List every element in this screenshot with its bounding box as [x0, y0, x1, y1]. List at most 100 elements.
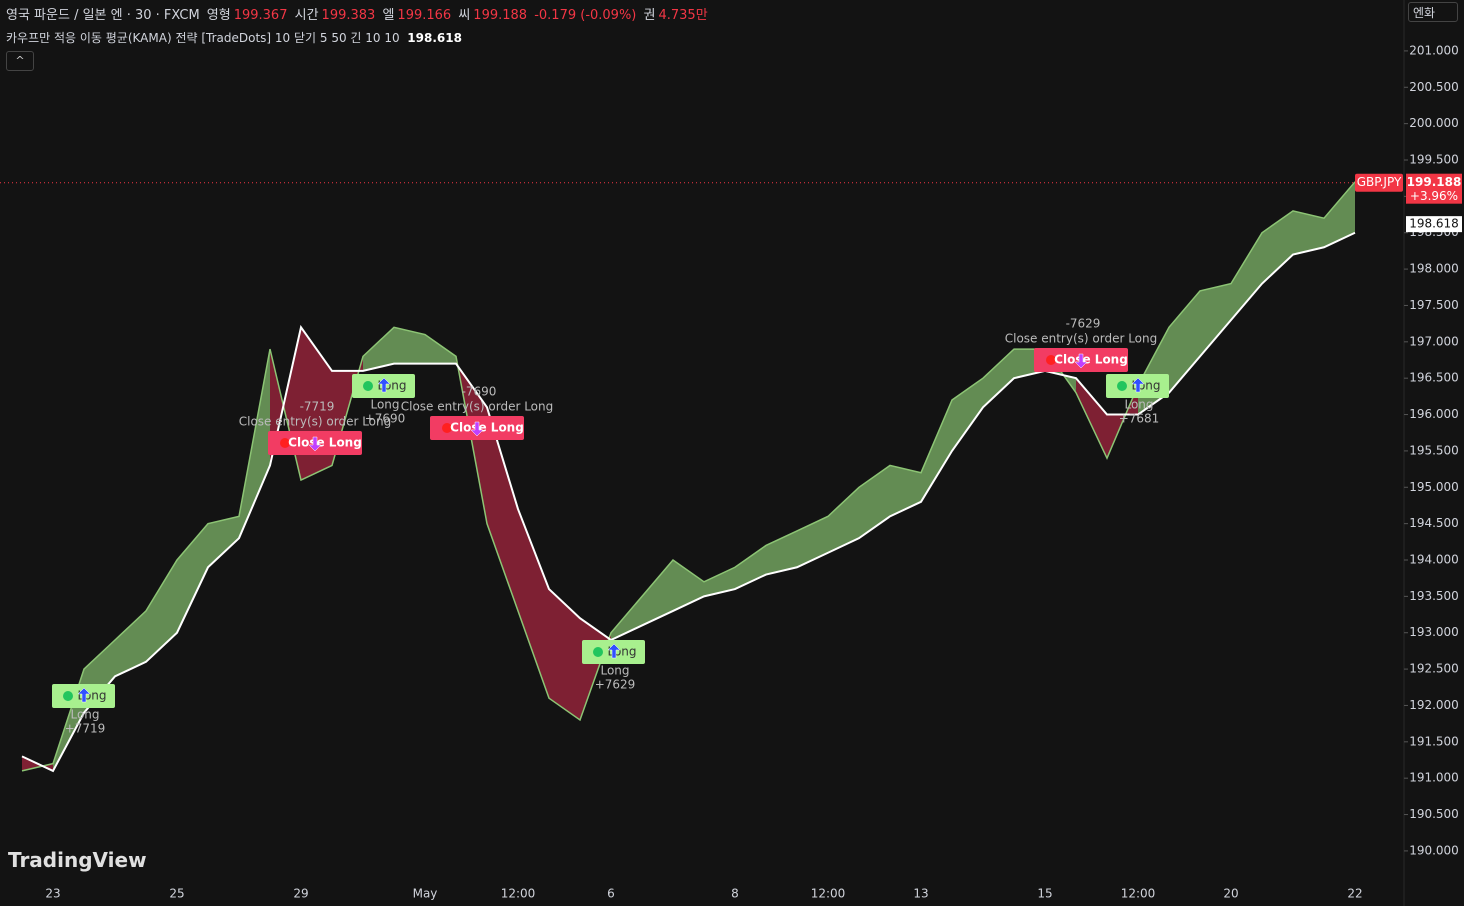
entry-profit: +7629 [595, 678, 636, 692]
entry-arrow [77, 687, 91, 703]
kama-fill [115, 610, 146, 677]
currency-button[interactable]: 엔화 [1408, 2, 1458, 22]
strategy-legend: 카우프만 적응 이동 평균(KAMA) 전략 [TradeDots] 10 닫기… [6, 29, 462, 46]
ohlc-label: 엘 [382, 8, 395, 23]
y-tick-label: 196.000 [1409, 407, 1459, 421]
y-tick-label: 194.000 [1409, 553, 1459, 567]
kama-fill [1200, 283, 1231, 357]
kama-fill [394, 327, 425, 364]
volume-label: 권 [643, 8, 656, 23]
kama-fill [1231, 232, 1262, 320]
price-line [21, 181, 1356, 772]
y-tick-label: 200.000 [1409, 116, 1459, 130]
collapse-button[interactable]: ^ [6, 51, 34, 71]
y-tick-label: 195.000 [1409, 480, 1459, 494]
kama-fill [642, 560, 673, 626]
entry-dot [363, 381, 373, 391]
kama-tag-value: 198.618 [1409, 217, 1459, 231]
volume: 4.735만 [658, 8, 708, 23]
kama-fill [425, 334, 456, 364]
y-tick-label: 191.000 [1409, 771, 1459, 785]
x-tick-label: 6 [607, 887, 615, 901]
entry-arrow [377, 377, 391, 393]
entry-text: Long [600, 664, 629, 678]
kama-fill [611, 596, 642, 640]
x-tick-label: 8 [731, 887, 739, 901]
entry-arrow [1131, 377, 1145, 393]
exit-profit: -7629 [1066, 317, 1101, 331]
exit-text: Close entry(s) order Long [1005, 332, 1158, 346]
y-tick-label: 194.500 [1409, 516, 1459, 530]
kama-fill [828, 487, 859, 553]
exit-profit: -7719 [300, 400, 335, 414]
kama-fill [208, 516, 239, 568]
entry-text: Long [1124, 398, 1153, 412]
y-tick-label: 190.000 [1409, 843, 1459, 857]
y-tick-label: 198.000 [1409, 262, 1459, 276]
x-tick-label: 29 [293, 887, 308, 901]
kama-fill [921, 400, 952, 502]
kama-fill [1324, 181, 1355, 248]
y-tick-label: 192.000 [1409, 698, 1459, 712]
exit-box-label: Close Long [1054, 353, 1128, 367]
kama-fill [952, 378, 983, 451]
entry-profit: +7681 [1119, 412, 1160, 426]
price-tag [1406, 173, 1462, 204]
kama-fill [549, 589, 580, 720]
kama-fill [673, 560, 704, 611]
entry-text: Long [70, 708, 99, 722]
y-tick-label: 201.000 [1409, 43, 1459, 57]
entry-dot [63, 691, 73, 701]
exit-text: Close entry(s) order Long [401, 400, 554, 414]
y-tick-label: 196.500 [1409, 371, 1459, 385]
strategy-name: 카우프만 적응 이동 평균(KAMA) 전략 [TradeDots] 10 닫기… [6, 31, 400, 45]
x-tick-label: 12:00 [501, 887, 536, 901]
y-tick-label: 197.000 [1409, 334, 1459, 348]
kama-line [21, 231, 1356, 773]
kama-fill [22, 756, 53, 771]
x-tick-label: May [413, 887, 438, 901]
ohlc-value: 199.383 [321, 8, 376, 23]
entry-profit: +7719 [65, 722, 106, 736]
entry-profit: +7690 [365, 412, 406, 426]
entry-text: Long [370, 398, 399, 412]
exit-box-label: Close Long [288, 436, 362, 450]
entry-dot [1117, 381, 1127, 391]
kama-fill [518, 509, 549, 699]
change: -0.179 (-0.09%) [534, 8, 637, 23]
kama-fill [1076, 378, 1107, 459]
kama-fill [363, 327, 394, 371]
exit-text: Close entry(s) order Long [239, 415, 392, 429]
symbol-tag-label: GBP.JPY [1357, 175, 1402, 189]
kama-fill [146, 560, 177, 662]
y-tick-label: 193.000 [1409, 625, 1459, 639]
ohlc-label: 씨 [458, 8, 471, 23]
y-tick-label: 200.500 [1409, 80, 1459, 94]
kama-fill [239, 349, 270, 539]
watermark: TradingView [8, 848, 147, 872]
symbol-tag [1355, 173, 1403, 192]
x-tick-label: 25 [169, 887, 184, 901]
x-tick-label: 15 [1037, 887, 1052, 901]
legend-header: 영국 파운드 / 일본 엔 · 30 · FXCM 영형 199.367 시간 19… [6, 4, 711, 23]
exit-dot [442, 423, 452, 433]
ohlc-value: 199.367 [233, 8, 288, 23]
kama-fill [890, 465, 921, 517]
kama-tag [1406, 216, 1462, 233]
entry-dot [593, 647, 603, 657]
price-tag-change: +3.96% [1410, 189, 1458, 203]
kama-fill [487, 407, 518, 611]
kama-fill [704, 567, 735, 597]
x-tick-label: 20 [1223, 887, 1238, 901]
ohlc-value: 199.166 [397, 8, 452, 23]
x-tick-label: 12:00 [1121, 887, 1156, 901]
kama-fill [1262, 210, 1293, 284]
exit-dot [1046, 355, 1056, 365]
y-tick-label: 190.500 [1409, 807, 1459, 821]
exit-box-label: Close Long [450, 421, 524, 435]
y-tick-label: 199.500 [1409, 153, 1459, 167]
x-tick-label: 22 [1347, 887, 1362, 901]
x-tick-label: 13 [913, 887, 928, 901]
